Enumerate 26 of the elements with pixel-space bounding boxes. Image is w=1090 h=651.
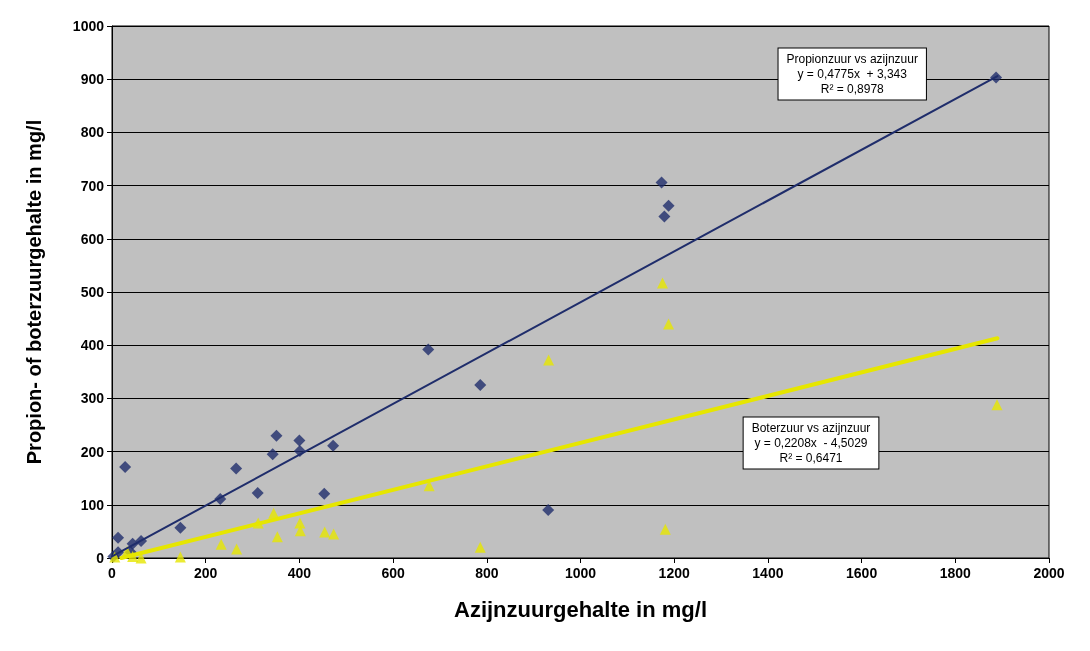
y-tick-label: 300 bbox=[80, 390, 105, 407]
y-tick-label: 1000 bbox=[72, 18, 105, 34]
y-tick-label: 800 bbox=[80, 124, 105, 141]
x-tick-label: 800 bbox=[475, 565, 499, 581]
annotation: Propionzuur vs azijnzuur y = 0,4775x + 3,343 R² = 0,8978 bbox=[786, 51, 918, 96]
x-tick-label: 200 bbox=[194, 565, 218, 581]
x-tick-label: 1200 bbox=[658, 565, 690, 581]
x-tick-label: 1000 bbox=[564, 565, 597, 581]
x-tick-label: 600 bbox=[381, 565, 405, 581]
annotation: Boterzuur vs azijnzuur y = 0,2208x - 4,5029 R² = 0,6471 bbox=[751, 421, 871, 466]
x-tick-label: 1400 bbox=[752, 565, 784, 581]
y-tick-label: 200 bbox=[80, 443, 105, 460]
y-tick-label: 100 bbox=[80, 496, 105, 513]
x-tick-label: 1800 bbox=[939, 565, 972, 581]
y-tick-label: 600 bbox=[80, 230, 105, 247]
y-tick-label: 0 bbox=[96, 550, 105, 566]
y-tick-label: 500 bbox=[80, 284, 105, 300]
x-tick-label: 1600 bbox=[846, 565, 878, 581]
y-axis-title: Propion- of boterzuurgehalte in mg/l bbox=[23, 119, 45, 465]
x-tick-label: 0 bbox=[108, 565, 117, 581]
y-tick-label: 400 bbox=[80, 337, 105, 354]
x-tick-label: 2000 bbox=[1033, 565, 1065, 581]
x-axis-title: Azijnzuurgehalte in mg/l bbox=[453, 596, 708, 622]
y-tick-label: 700 bbox=[80, 177, 105, 194]
y-tick-label: 900 bbox=[80, 71, 105, 88]
x-tick-label: 400 bbox=[287, 565, 312, 581]
